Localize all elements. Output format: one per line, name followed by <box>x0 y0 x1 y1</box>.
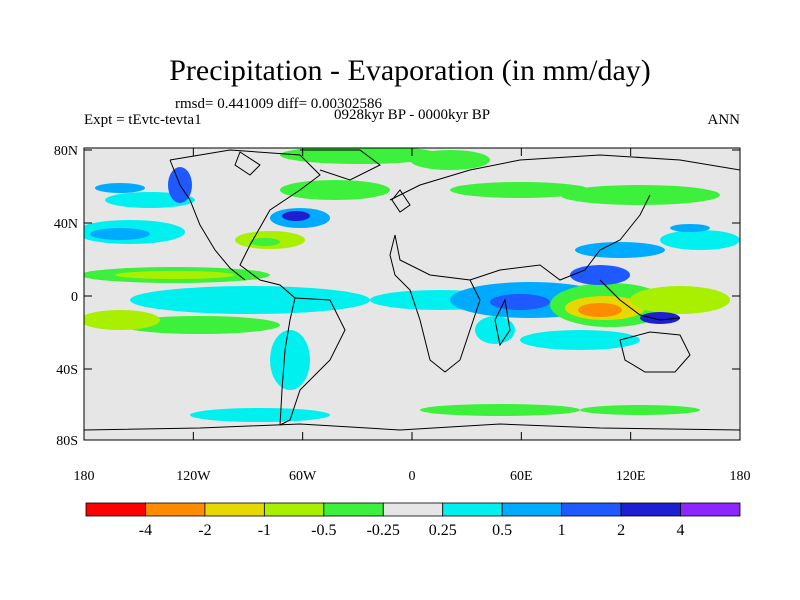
colorbar-box <box>204 502 265 517</box>
colorbar-box <box>501 502 563 517</box>
period-label: 0928kyr BP - 0000kyr BP <box>334 107 490 123</box>
colorbar-label: 4 <box>677 522 685 539</box>
season-label: ANN <box>708 112 741 128</box>
figure-title: Precipitation - Evaporation (in mm/day) <box>169 54 651 87</box>
colorbar-box <box>620 502 681 517</box>
colorbar-label: -0.5 <box>311 522 336 539</box>
lat-tick-label: 80N <box>54 144 78 159</box>
colorbar-box <box>263 502 325 517</box>
colorbar-box <box>561 502 622 517</box>
colorbar-box <box>145 502 206 517</box>
colorbar-box <box>680 502 741 517</box>
coastlines <box>84 149 740 431</box>
colorbar-box <box>85 502 146 517</box>
colorbar-label: -2 <box>198 522 211 539</box>
lat-tick-label: 40N <box>54 217 78 232</box>
colorbar-label: 0.25 <box>429 522 457 539</box>
lat-tick-label: 80S <box>56 434 78 449</box>
stats-text: rmsd= 0.441009 diff= 0.00302586 <box>175 96 383 112</box>
lon-tick-label: 60E <box>510 469 533 484</box>
colorbar-box <box>442 502 503 517</box>
lat-tick-label: 0 <box>71 290 78 305</box>
lon-tick-label: 120E <box>616 469 646 484</box>
colorbar-label: -0.25 <box>367 522 400 539</box>
colorbar-label: -1 <box>258 522 271 539</box>
colorbar-label: 2 <box>617 522 625 539</box>
lon-tick-label: 180 <box>74 469 95 484</box>
lon-tick-label: 0 <box>409 469 416 484</box>
longitude-axis: 180 120W 60W 0 60E 120E 180 <box>74 148 751 484</box>
lon-tick-label: 180 <box>730 469 751 484</box>
colorbar-label: -4 <box>139 522 152 539</box>
colorbar-label: 1 <box>558 522 566 539</box>
lat-tick-label: 40S <box>56 363 78 378</box>
experiment-label: Expt = tEvtc-tevta1 <box>84 112 202 128</box>
latitude-axis: 80N 40N 0 40S 80S <box>54 144 740 449</box>
map-panel <box>84 148 740 440</box>
colorbar-box <box>382 502 444 517</box>
lon-tick-label: 120W <box>176 469 211 484</box>
lon-tick-label: 60W <box>289 469 317 484</box>
colorbar-box <box>323 502 384 517</box>
colorbar: -4 -2 -1 -0.5 -0.25 0.25 0.5 1 2 4 <box>85 502 741 539</box>
colorbar-label: 0.5 <box>492 522 512 539</box>
field-contours <box>84 148 740 422</box>
